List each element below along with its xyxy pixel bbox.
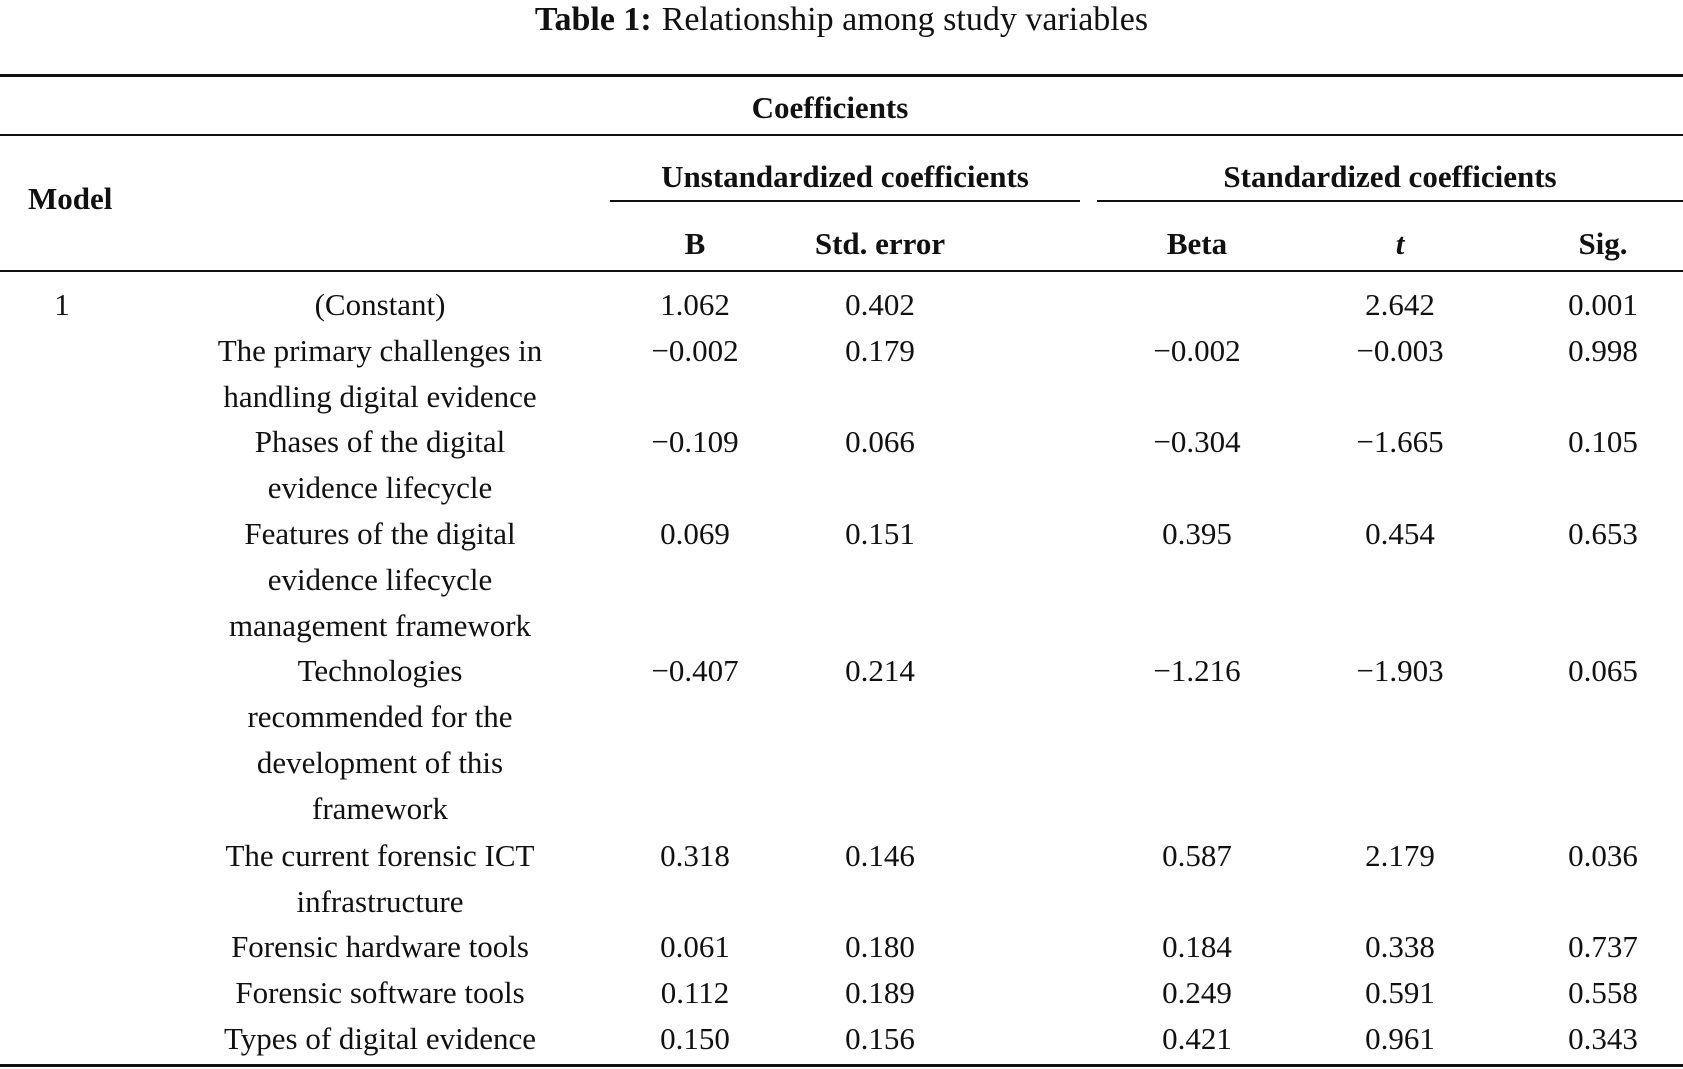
col-header-std-error: Std. error xyxy=(814,226,946,261)
unstandardized-header: Unstandardized coefficients xyxy=(661,159,1029,194)
row-3-beta: −0.304 xyxy=(1153,424,1241,459)
row-1-model: 1 xyxy=(54,287,70,322)
coefficients-rule xyxy=(0,134,1683,136)
row-6-beta: 0.587 xyxy=(1162,838,1232,873)
row-4-b: 0.069 xyxy=(660,516,730,551)
row-9-std-error: 0.156 xyxy=(845,1021,915,1056)
model-header: Model xyxy=(28,181,113,216)
row-7-sig: 0.737 xyxy=(1568,929,1638,964)
row-1-t: 2.642 xyxy=(1365,287,1435,322)
row-8-b: 0.112 xyxy=(660,975,730,1010)
row-5-b: −0.407 xyxy=(651,653,739,688)
caption-text: Relationship among study variables xyxy=(661,1,1149,38)
row-3-b: −0.109 xyxy=(651,424,739,459)
row-8-variable: Forensic software tools xyxy=(235,975,525,1010)
row-1-b: 1.062 xyxy=(660,287,730,322)
table-caption: Table 1: Relationship among study variabl… xyxy=(0,0,1683,50)
row-8-beta: 0.249 xyxy=(1162,975,1232,1010)
row-9-b: 0.150 xyxy=(660,1021,730,1056)
row-6-b: 0.318 xyxy=(660,838,730,873)
row-3-std-error: 0.066 xyxy=(845,424,915,459)
row-4-variable: Features of the digital evidence lifecyc… xyxy=(228,516,532,643)
row-9-sig: 0.343 xyxy=(1568,1021,1638,1056)
row-6-std-error: 0.146 xyxy=(845,838,915,873)
row-7-b: 0.061 xyxy=(660,929,730,964)
col-header-beta: Beta xyxy=(1166,226,1228,261)
row-8-t: 0.591 xyxy=(1365,975,1435,1010)
col-header-sig: Sig. xyxy=(1578,226,1628,261)
row-3-variable: Phases of the digital evidence lifecycle xyxy=(254,424,506,505)
row-2-variable: The primary challenges in handling digit… xyxy=(217,333,543,414)
row-2-beta: −0.002 xyxy=(1153,333,1241,368)
row-9-variable: Types of digital evidence xyxy=(223,1021,537,1056)
row-4-beta: 0.395 xyxy=(1162,516,1232,551)
row-2-b: −0.002 xyxy=(651,333,739,368)
row-2-t: −0.003 xyxy=(1356,333,1444,368)
row-4-sig: 0.653 xyxy=(1568,516,1638,551)
row-6-variable: The current forensic ICT infrastructure xyxy=(225,838,535,919)
row-5-sig: 0.065 xyxy=(1568,653,1638,688)
row-6-sig: 0.036 xyxy=(1568,838,1638,873)
row-5-std-error: 0.214 xyxy=(845,653,915,688)
row-5-beta: −1.216 xyxy=(1153,653,1241,688)
row-8-std-error: 0.189 xyxy=(845,975,915,1010)
row-3-sig: 0.105 xyxy=(1568,424,1638,459)
row-6-t: 2.179 xyxy=(1365,838,1435,873)
row-9-t: 0.961 xyxy=(1365,1021,1435,1056)
row-7-t: 0.338 xyxy=(1365,929,1435,964)
row-8-sig: 0.558 xyxy=(1568,975,1638,1010)
row-7-std-error: 0.180 xyxy=(845,929,915,964)
row-1-sig: 0.001 xyxy=(1568,287,1638,322)
bottom-rule xyxy=(0,1064,1683,1067)
row-3-t: −1.665 xyxy=(1356,424,1444,459)
row-4-std-error: 0.151 xyxy=(845,516,915,551)
unstandardized-rule xyxy=(610,200,1080,202)
header-bottom-rule xyxy=(0,270,1683,272)
row-2-std-error: 0.179 xyxy=(845,333,915,368)
top-rule xyxy=(0,74,1683,77)
col-header-t: t xyxy=(1395,226,1405,261)
col-header-b: B xyxy=(684,226,706,261)
row-4-t: 0.454 xyxy=(1365,516,1435,551)
row-7-variable: Forensic hardware tools xyxy=(231,929,529,964)
standardized-header: Standardized coefficients xyxy=(1223,159,1557,194)
standardized-rule xyxy=(1097,200,1683,202)
row-5-t: −1.903 xyxy=(1356,653,1444,688)
row-2-sig: 0.998 xyxy=(1568,333,1638,368)
row-9-beta: 0.421 xyxy=(1162,1021,1232,1056)
row-7-beta: 0.184 xyxy=(1162,929,1232,964)
coefficients-header: Coefficients xyxy=(751,90,909,125)
row-1-std-error: 0.402 xyxy=(845,287,915,322)
row-5-variable: Technologies recommended for the develop… xyxy=(247,653,513,826)
row-1-variable: (Constant) xyxy=(314,287,446,322)
caption-label: Table 1: xyxy=(534,1,652,38)
